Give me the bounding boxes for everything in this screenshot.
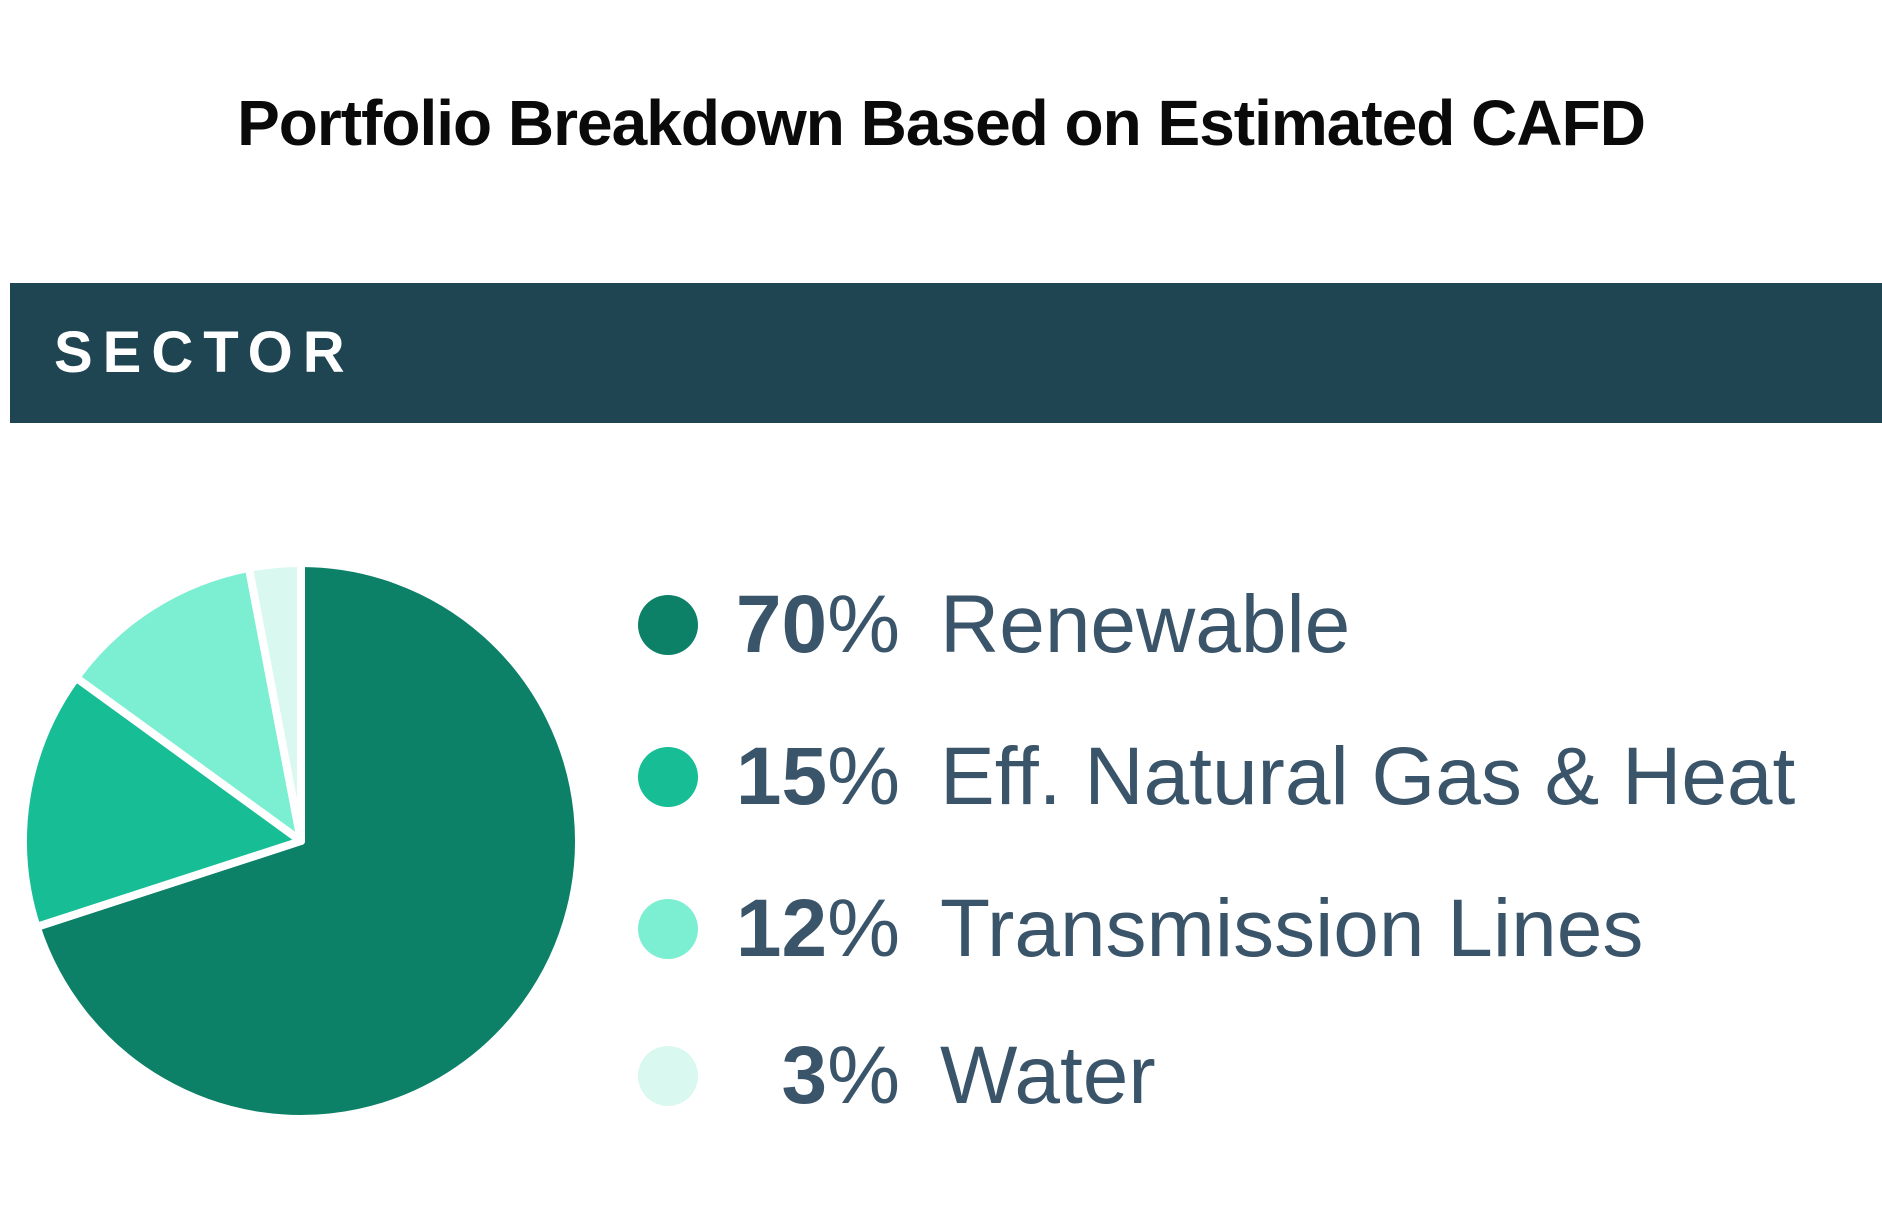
legend-value: 15% bbox=[698, 736, 900, 818]
legend-label: Water bbox=[940, 1030, 1156, 1121]
legend-label: Eff. Natural Gas & Heat bbox=[940, 731, 1796, 822]
legend-number: 3 bbox=[781, 1030, 828, 1121]
legend-item-renewable: 70% Renewable bbox=[638, 579, 1350, 671]
pie-slice-water bbox=[244, 559, 305, 845]
percent-sign: % bbox=[827, 579, 900, 670]
legend-number: 70 bbox=[735, 579, 828, 670]
legend-item-eff-natural-gas-heat: 15% Eff. Natural Gas & Heat bbox=[638, 731, 1795, 823]
legend-value: 70% bbox=[698, 584, 900, 666]
legend-label: Renewable bbox=[940, 579, 1351, 670]
legend-item-transmission-lines: 12% Transmission Lines bbox=[638, 883, 1643, 975]
legend-label: Transmission Lines bbox=[940, 883, 1644, 974]
sector-header-label: SECTOR bbox=[54, 320, 355, 385]
legend-item-water: 3% Water bbox=[638, 1030, 1156, 1122]
pie-chart bbox=[19, 559, 583, 1123]
legend-number: 15 bbox=[735, 731, 828, 822]
percent-sign: % bbox=[827, 1030, 900, 1121]
pie-slice-eff-natural-gas-heat bbox=[19, 673, 305, 931]
legend-swatch-water bbox=[638, 1046, 698, 1106]
sector-header-bar: SECTOR bbox=[10, 283, 1882, 423]
legend-swatch-transmission-lines bbox=[638, 899, 698, 959]
page-title: Portfolio Breakdown Based on Estimated C… bbox=[237, 87, 1646, 159]
pie-slice-renewable bbox=[32, 559, 583, 1123]
legend-swatch-eff-natural-gas-heat bbox=[638, 747, 698, 807]
percent-sign: % bbox=[827, 883, 900, 974]
legend-swatch-renewable bbox=[638, 595, 698, 655]
percent-sign: % bbox=[827, 731, 900, 822]
legend-number: 12 bbox=[735, 883, 828, 974]
legend-value: 3% bbox=[698, 1035, 900, 1117]
legend-value: 12% bbox=[698, 888, 900, 970]
pie-slice-transmission-lines bbox=[72, 563, 305, 845]
